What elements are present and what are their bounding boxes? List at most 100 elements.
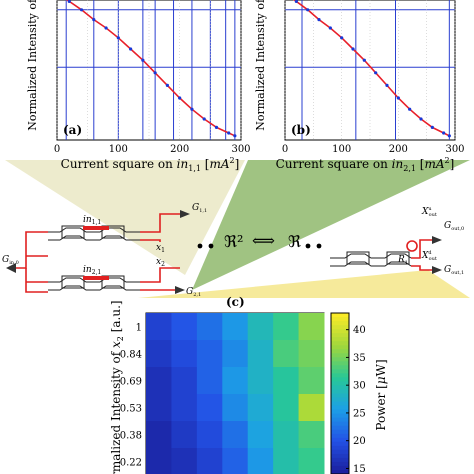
heatmap-cell: [146, 367, 172, 395]
mzi-chain-upper: [48, 225, 140, 241]
heatmap-cell: [247, 394, 274, 422]
data-point: [351, 47, 355, 51]
colorbar-tick-label: 40: [353, 325, 366, 336]
heatmap-cell: [222, 448, 249, 474]
colorbar-segment: [331, 453, 349, 459]
colorbar-frame: [330, 312, 350, 474]
colorbar-segment: [331, 373, 349, 378]
y-tick-label: 0.22: [120, 458, 142, 469]
heatmap-cell: [298, 421, 325, 449]
heatmap-cell: [298, 313, 325, 341]
colorbar-segment: [331, 361, 349, 366]
heatmap-cell: [222, 340, 249, 368]
label-x2: x2: [156, 257, 165, 268]
heatmap-cell: [171, 367, 198, 395]
waveguide-input: [16, 231, 48, 269]
label-r: ℜ: [288, 232, 301, 251]
data-point: [328, 26, 332, 30]
colorbar-segment: [331, 365, 349, 370]
colorbar-tick-labels: 40 35 30 25 20 15: [346, 325, 366, 474]
data-point: [306, 8, 310, 12]
series-markers-a: [67, 0, 237, 138]
data-point: [67, 0, 71, 3]
label-in11: in1,1: [83, 215, 101, 226]
heatmap-cell: [298, 394, 325, 422]
data-point: [294, 0, 298, 3]
x-tick-label: 100: [109, 144, 128, 155]
dot: [316, 243, 322, 249]
colorbar-segment: [331, 317, 349, 322]
colorbar-segment: [331, 441, 349, 447]
label-x1: x1: [156, 243, 165, 254]
heatmap-cell: [171, 313, 198, 341]
data-point: [419, 117, 423, 121]
colorbar-tick-label: 15: [353, 464, 366, 474]
x-tick-label: 300: [445, 144, 464, 155]
x-tick-label: 0: [282, 144, 288, 155]
heatmap-cell: [171, 340, 198, 368]
heatmap-cell: [196, 367, 223, 395]
x-tick-labels-a: 0 100 200 300: [54, 144, 251, 155]
series-markers-b: [294, 0, 451, 138]
colorbar-segment: [331, 333, 349, 338]
heatmap-cell: [146, 421, 172, 449]
colorbar-segment: [331, 429, 349, 435]
data-point: [165, 83, 169, 87]
heatmap-cell: [146, 313, 172, 341]
data-point: [190, 107, 194, 111]
heatmap-cell: [171, 394, 198, 422]
data-point: [129, 47, 133, 51]
data-point: [202, 117, 206, 121]
y-axis-label-c: Normalized Intensity of x2 [a.u.]: [109, 300, 125, 474]
ring-resonator-r1: [406, 240, 418, 252]
x-axis-label-b: Current square on in2,1 [mA2]: [276, 156, 455, 173]
photonic-circuit-diagram: in1,1 in2,1 x1 x2 Gin,0 G1,1 G2,1 ℜ² ⟺ ℜ: [2, 203, 464, 298]
heatmap-cell: [247, 313, 274, 341]
label-xd: Xd out: [421, 250, 437, 262]
label-xu: Xu out: [421, 206, 437, 218]
colorbar-segment: [331, 353, 349, 358]
heatmap-cell: [171, 448, 198, 474]
ellipsis-dots: [197, 243, 322, 249]
dot: [305, 243, 311, 249]
heatmap-cells: [146, 313, 325, 474]
colorbar-segment: [331, 465, 349, 471]
chart-panel-b: 0 100 200 300 (b) Current square on in2,1 […: [254, 0, 465, 173]
colorbar-segment: [331, 469, 349, 474]
data-point: [442, 131, 446, 135]
colorbar-segment: [331, 345, 349, 350]
mzi-chain-lower: [48, 275, 140, 291]
colorbar-segment: [331, 449, 349, 455]
heatmap-cell: [273, 367, 300, 395]
heatmap-cell: [273, 448, 300, 474]
label-g-out1: Gout,1: [444, 265, 464, 276]
colorbar-segment: [331, 329, 349, 334]
colorbar-segment: [331, 389, 349, 394]
grating-coupler-in-icon: [6, 263, 16, 273]
colorbar-segment: [331, 369, 349, 374]
heatmap-cell: [273, 313, 300, 341]
heatmap-cell: [247, 421, 274, 449]
colorbar-segment: [331, 413, 349, 419]
label-g-in: Gin,0: [2, 255, 19, 266]
colorbar-segment: [331, 461, 349, 467]
callout-wedge-a: [5, 160, 245, 275]
iff-symbol: ⟺: [252, 231, 275, 250]
data-point: [317, 18, 321, 22]
colorbar-segment: [331, 381, 349, 386]
panel-label-b: (b): [291, 123, 311, 137]
colorbar: [331, 313, 349, 474]
x-tick-label: 100: [332, 144, 351, 155]
heatmap-cell: [146, 394, 172, 422]
label-g-out0: Gout,0: [444, 221, 464, 232]
colorbar-segment: [331, 349, 349, 354]
x-tick-labels-b: 0 100 200 300: [282, 144, 465, 155]
label-g21: G2,1: [186, 287, 201, 298]
waveguide-branch-lower: [25, 268, 48, 293]
waveguide-out-upper: [140, 213, 180, 242]
y-tick-label: 0.38: [120, 431, 142, 442]
x-axis-label-a: Current square on in1,1 [mA2]: [61, 156, 240, 173]
colorbar-segment: [331, 457, 349, 463]
colorbar-tick-label: 20: [353, 436, 366, 447]
